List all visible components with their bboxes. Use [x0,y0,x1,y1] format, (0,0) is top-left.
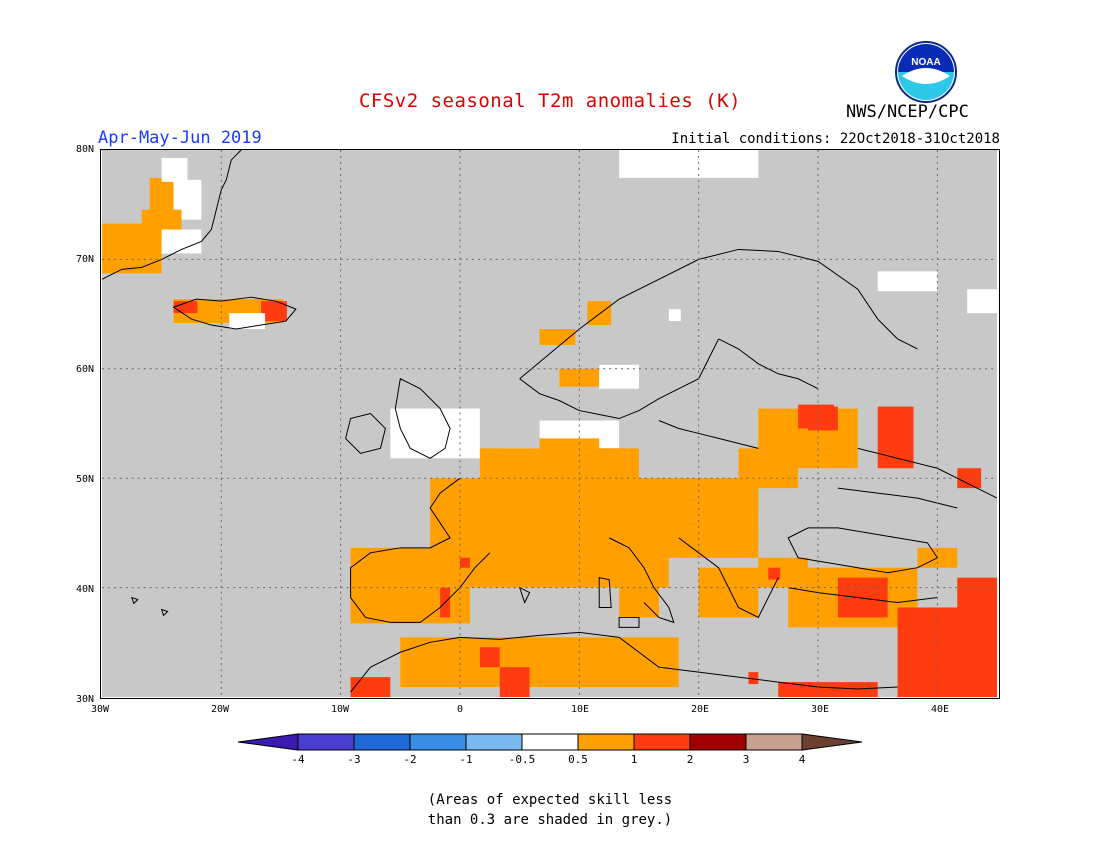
lon-label-20e: 20E [690,704,710,715]
initial-conditions: Initial conditions: 22Oct2018-31Oct2018 [671,131,1000,147]
colorbar-cell-9 [745,733,803,751]
lon-label-0: 0 [456,704,464,715]
skill-note-line2: than 0.3 are shaded in grey.) [427,812,673,828]
colorbar-label-05: 0.5 [568,753,588,766]
colorbar-cell-3 [409,733,467,751]
colorbar-cell-7 [633,733,691,751]
colorbar-label-4: 4 [798,753,806,766]
lon-label-10e: 10E [570,704,590,715]
lon-label-40e: 40E [930,704,950,715]
colorbar-cell-8 [689,733,747,751]
colorbar-label-neg1: -1 [459,753,473,766]
lon-label-10w: 10W [330,704,350,715]
colorbar-cell-4 [465,733,523,751]
colorbar-cell-1 [297,733,355,751]
colorbar-cell-2 [353,733,411,751]
colorbar-label-neg05: -0.5 [508,753,536,766]
anomaly-map [100,149,1000,699]
colorbar [238,733,862,751]
colorbar-label-2: 2 [686,753,694,766]
lat-label-30n: 30N [75,694,94,705]
coastlines [101,150,998,693]
svg-text:NOAA: NOAA [911,57,940,68]
lon-label-20w: 20W [210,704,230,715]
map-title: CFSv2 seasonal T2m anomalies (K) [358,90,742,112]
lat-label-60n: 60N [75,364,94,375]
skill-note-line1: (Areas of expected skill less [427,792,673,808]
lat-label-80n: 80N [75,144,94,155]
colorbar-label-neg2: -2 [403,753,417,766]
colorbar-cell-6 [577,733,635,751]
lon-label-30w: 30W [90,704,110,715]
colorbar-label-1: 1 [630,753,638,766]
lat-label-50n: 50N [75,474,94,485]
anomaly-cells [101,150,998,697]
colorbar-label-3: 3 [742,753,750,766]
colorbar-cell-0 [238,733,299,751]
lon-label-30e: 30E [810,704,830,715]
lat-label-70n: 70N [75,254,94,265]
lat-label-40n: 40N [75,584,94,595]
map-canvas [101,150,998,697]
skill-note: (Areas of expected skill less than 0.3 a… [0,790,1100,830]
agency-label: NWS/NCEP/CPC [846,102,969,122]
forecast-period: Apr-May-Jun 2019 [98,128,262,148]
colorbar-cell-5 [521,733,579,751]
colorbar-label-neg3: -3 [347,753,361,766]
colorbar-cell-10 [801,733,862,751]
noaa-logo: NOAA [895,41,957,103]
map-grid [101,150,998,697]
colorbar-label-neg4: -4 [291,753,305,766]
